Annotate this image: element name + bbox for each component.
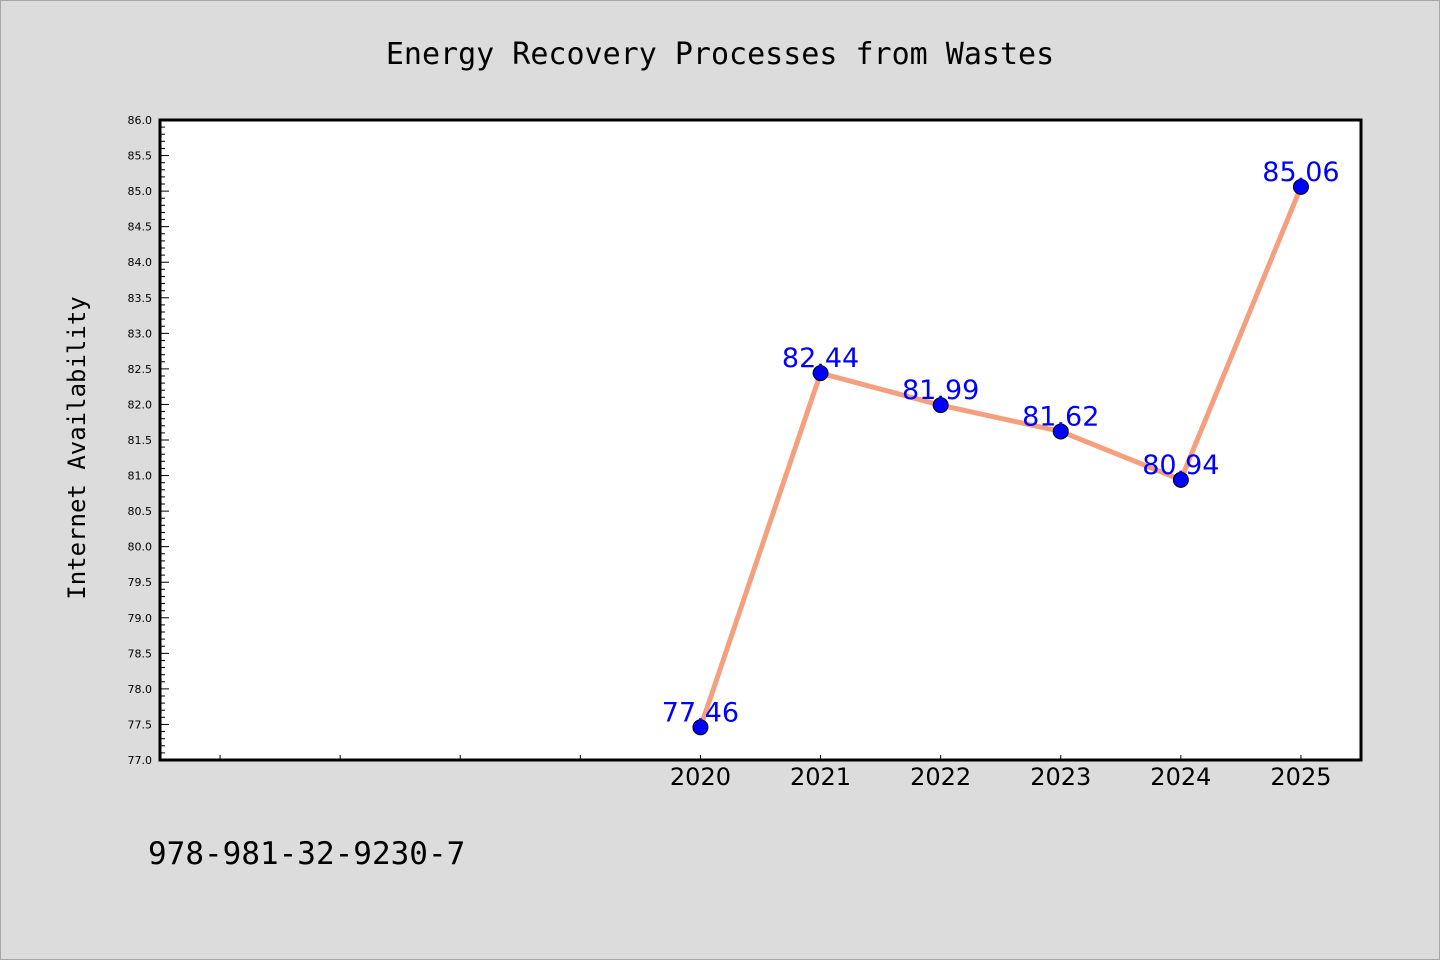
data-point: [692, 719, 709, 736]
data-point: [1052, 423, 1069, 440]
data-label: 85.06: [1262, 157, 1339, 188]
data-label: 80.94: [1142, 450, 1219, 481]
data-label: 81.99: [902, 375, 979, 406]
y-tick-label: 83.5: [128, 292, 153, 305]
data-point: [812, 365, 829, 382]
y-tick-label: 81.0: [128, 470, 153, 483]
y-tick-label: 80.5: [128, 505, 153, 518]
y-tick-label: 77.0: [128, 754, 153, 767]
y-tick-label: 78.0: [128, 683, 153, 696]
plot-area: [160, 120, 1361, 760]
y-tick-label: 82.0: [128, 398, 153, 411]
data-label: 82.44: [782, 343, 859, 374]
y-tick-label: 85.5: [128, 150, 153, 163]
data-point: [1172, 471, 1189, 488]
x-tick-label: 2022: [910, 763, 971, 791]
data-label: 81.62: [1022, 401, 1099, 432]
x-tick-label: 2021: [790, 763, 851, 791]
x-axis: 2020 2021 2022 2023 2024 2025: [219, 755, 1331, 791]
series-layer: 77.46 82.44 81.99 81.62 80.94 85.06: [662, 157, 1340, 736]
y-tick-label: 78.5: [128, 647, 153, 660]
y-tick-label: 84.5: [128, 221, 153, 234]
y-tick-label: 79.5: [128, 576, 153, 589]
y-tick-label: 81.5: [128, 434, 153, 447]
data-label: 77.46: [662, 697, 739, 728]
x-tick-label: 2025: [1270, 763, 1331, 791]
y-tick-label: 80.0: [128, 541, 153, 554]
x-tick-label: 2024: [1150, 763, 1211, 791]
y-axis-label: Internet Availability: [63, 296, 91, 599]
y-tick-label: 77.5: [128, 718, 153, 731]
x-tick-label: 2023: [1030, 763, 1091, 791]
x-tick-label: 2020: [670, 763, 731, 791]
data-point: [1292, 178, 1309, 195]
y-tick-label: 84.0: [128, 256, 153, 269]
y-tick-label: 82.5: [128, 363, 153, 376]
chart-title: Energy Recovery Processes from Wastes: [386, 37, 1054, 72]
y-tick-label: 79.0: [128, 612, 153, 625]
data-point: [932, 397, 949, 414]
y-tick-label: 86.0: [128, 114, 153, 127]
plot-frame: [158, 118, 1363, 762]
y-tick-label: 83.0: [128, 327, 153, 340]
y-tick-label: 85.0: [128, 185, 153, 198]
series-line: [697, 184, 1304, 730]
footer-isbn: 978-981-32-9230-7: [148, 836, 465, 872]
y-axis: 77.0 77.5 78.0 78.5 79.0 79.5 80.0 80.5 81.0 81.5…: [128, 114, 169, 767]
